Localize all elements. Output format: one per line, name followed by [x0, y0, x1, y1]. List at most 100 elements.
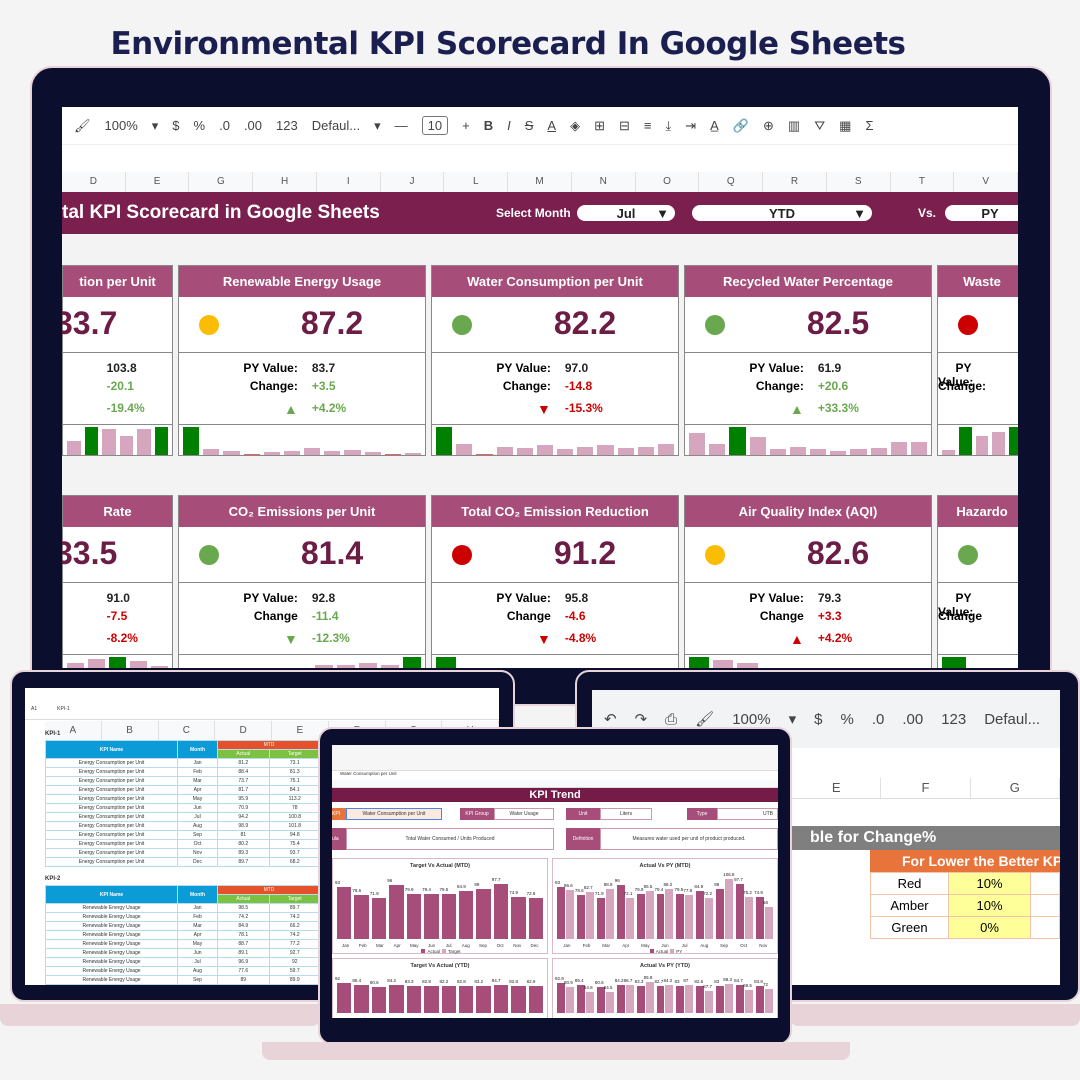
cell[interactable]: 89.7: [217, 857, 270, 867]
column-header[interactable]: N: [572, 172, 636, 192]
kpi-card[interactable]: Hazardo PY Value: Change: [937, 495, 1018, 668]
formula-input[interactable]: KPI-1: [57, 705, 70, 712]
bar-actual[interactable]: 80.6: [595, 980, 605, 1013]
cell[interactable]: 66.2: [268, 921, 321, 931]
table-row[interactable]: Renewable Energy Usage Mar 84.9 66.2: [45, 921, 321, 931]
cell[interactable]: 81: [217, 830, 270, 840]
column-header[interactable]: I: [317, 172, 381, 192]
cell[interactable]: 74.2: [217, 912, 270, 922]
table-row[interactable]: Energy Consumption per Unit May 95.9 113.2: [45, 794, 321, 804]
kpi-name-cell[interactable]: Renewable Energy Usage: [45, 930, 178, 940]
table-row[interactable]: Energy Consumption per Unit Jan 81.2 73.1: [45, 758, 321, 768]
month-dropdown[interactable]: Jul ▼: [577, 205, 675, 221]
bar-py[interactable]: 77.9: [683, 888, 694, 939]
decrease-decimal-button[interactable]: .0: [219, 118, 230, 133]
cell[interactable]: [1030, 916, 1060, 939]
bar-py[interactable]: 67.7: [703, 984, 714, 1013]
bar-py[interactable]: 72: [763, 982, 773, 1013]
bar-actual[interactable]: 79.5: [440, 887, 456, 939]
column-header[interactable]: O: [636, 172, 700, 192]
bar-py[interactable]: 106.8: [723, 872, 734, 939]
cell[interactable]: 84.1: [268, 785, 321, 795]
bar-actual[interactable]: 97.7: [492, 877, 509, 939]
italic-icon[interactable]: I: [507, 118, 511, 133]
bar-actual[interactable]: 96: [387, 878, 404, 939]
bar-actual[interactable]: 96: [615, 878, 625, 939]
column-header[interactable]: J: [381, 172, 445, 192]
bar-actual[interactable]: 79.4: [655, 887, 665, 939]
column-header[interactable]: E: [792, 778, 882, 798]
column-header[interactable]: D: [62, 172, 126, 192]
cell[interactable]: 74.2: [268, 912, 321, 922]
cell[interactable]: 68.3: [268, 984, 321, 985]
cell[interactable]: 101.8: [268, 821, 321, 831]
cell[interactable]: 89.1: [217, 948, 270, 958]
threshold-value[interactable]: 10%: [948, 894, 1031, 917]
threshold-value[interactable]: 0%: [948, 916, 1031, 939]
column-header[interactable]: L: [444, 172, 509, 192]
cell[interactable]: 98.5: [217, 903, 270, 913]
kpi-name-cell[interactable]: Renewable Energy Usage: [45, 903, 178, 913]
cell[interactable]: 94.2: [217, 812, 270, 822]
table-row[interactable]: Renewable Energy Usage Aug 77.6 59.7: [45, 966, 321, 976]
bar-actual[interactable]: 89: [714, 882, 725, 939]
cell[interactable]: Jul: [177, 812, 218, 822]
bar-actual[interactable]: 84.7: [734, 978, 745, 1013]
bar-actual[interactable]: 93: [335, 880, 352, 939]
bar-actual[interactable]: 82.2: [440, 979, 456, 1013]
table-row[interactable]: Renewable Energy Usage Apr 78.1 74.2: [45, 930, 321, 940]
bar-actual[interactable]: 71.9: [370, 891, 387, 939]
bar-actual[interactable]: 82.8: [457, 979, 474, 1013]
currency-button[interactable]: $: [172, 118, 180, 133]
cell[interactable]: 77.6: [217, 966, 270, 976]
bar-actual[interactable]: 74.9: [509, 890, 526, 939]
plus-icon[interactable]: +: [462, 118, 470, 133]
bar-actual[interactable]: 82.8: [422, 979, 439, 1013]
bar-py[interactable]: 88.8: [604, 882, 614, 939]
font-select[interactable]: Defaul...: [984, 710, 1041, 728]
format-button[interactable]: 123: [276, 118, 298, 133]
column-header[interactable]: H: [253, 172, 317, 192]
kpi-name-cell[interactable]: Energy Consumption per Unit: [45, 812, 178, 822]
kpi-card[interactable]: Renewable Energy Usage 87.2 PY Value: 83.7 C…: [178, 265, 426, 456]
kpi-card[interactable]: Water Consumption per Unit 82.2 PY Value: 9…: [431, 265, 679, 456]
bar-py[interactable]: 75.2: [743, 890, 754, 939]
cell[interactable]: Sep: [177, 830, 218, 840]
column-header[interactable]: B: [102, 721, 159, 741]
bar-py[interactable]: 72.1: [624, 891, 634, 939]
bar-actual[interactable]: 83.8: [754, 979, 765, 1013]
compare-dropdown[interactable]: PY: [945, 205, 1018, 221]
cell[interactable]: Feb: [177, 912, 218, 922]
cell[interactable]: 89: [217, 975, 270, 985]
chart-target-vs-actual-ytd[interactable]: Target Vs Actual (YTD) 92 85.4 80.6 84.2 83.3…: [332, 958, 548, 1018]
cell-reference[interactable]: A1: [31, 705, 38, 712]
chart-actual-vs-py-ytd[interactable]: Actual Vs PY (YTD) 92.9 80.9 85.4 64.8 80.6 64…: [552, 958, 778, 1018]
bar-actual[interactable]: 82.9: [527, 979, 544, 1013]
filter-icon[interactable]: ⛛: [814, 117, 826, 133]
cell[interactable]: 68.2: [268, 857, 321, 867]
bar-actual[interactable]: 83.3: [405, 979, 422, 1013]
kpi-card[interactable]: Waste PY Value: Change:: [937, 265, 1018, 456]
table-row[interactable]: Renewable Energy Usage Jan 98.5 89.7: [45, 903, 321, 913]
kpi-card[interactable]: Recycled Water Percentage 82.5 PY Value: 61…: [684, 265, 932, 456]
bar-actual[interactable]: 89: [474, 882, 491, 939]
sum-icon[interactable]: Σ: [865, 118, 874, 133]
kpi-name-cell[interactable]: Renewable Energy Usage: [45, 984, 178, 985]
cell[interactable]: 89.7: [268, 903, 321, 913]
column-header[interactable]: G: [971, 778, 1060, 798]
table-row[interactable]: Energy Consumption per Unit Oct 80.2 75.4: [45, 839, 321, 849]
table-row[interactable]: Energy Consumption per Unit Feb 88.4 81.3: [45, 767, 321, 777]
paint-format-icon[interactable]: 🖌: [74, 117, 91, 133]
cell[interactable]: 88.7: [217, 939, 270, 949]
cell[interactable]: 59.7: [268, 966, 321, 976]
cell[interactable]: 84.9: [217, 921, 270, 931]
kpi-name-cell[interactable]: Energy Consumption per Unit: [45, 857, 178, 867]
table-row[interactable]: Energy Consumption per Unit Nov 89.3 93.7: [45, 848, 321, 858]
table-row[interactable]: Renewable Energy Usage Jun 89.1 92.7: [45, 948, 321, 958]
column-header[interactable]: V: [954, 172, 1018, 192]
column-header[interactable]: A: [45, 721, 102, 741]
cell[interactable]: 77.2: [268, 939, 321, 949]
cell[interactable]: Dec: [177, 857, 218, 867]
bar-py[interactable]: 88.2: [663, 882, 674, 939]
undo-icon[interactable]: ↶: [604, 711, 617, 728]
